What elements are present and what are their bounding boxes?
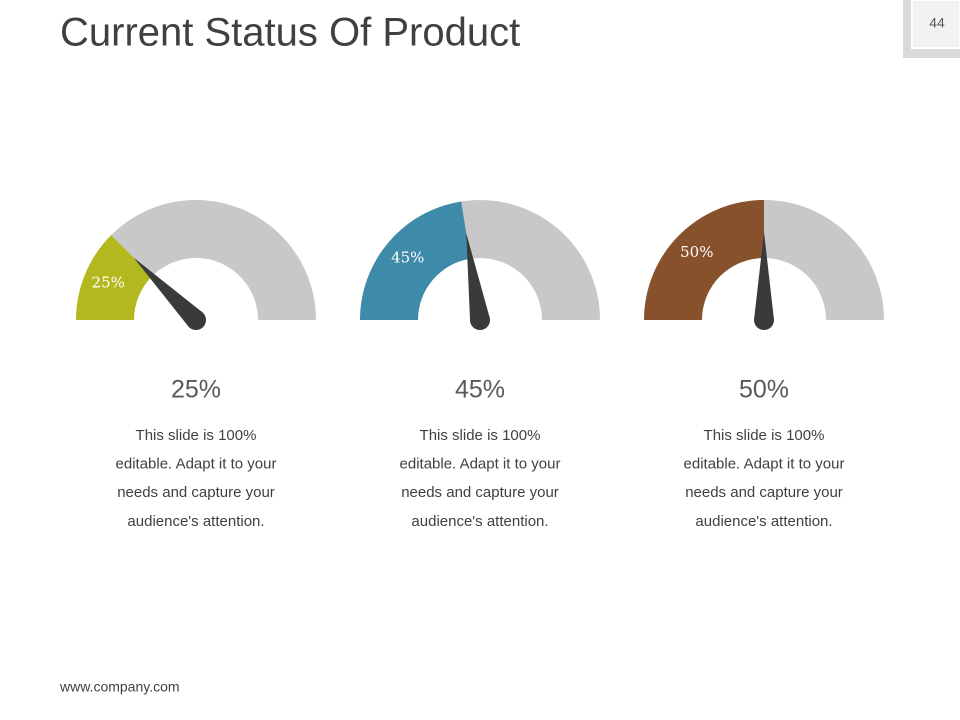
gauge-value-label: 45% xyxy=(391,248,424,266)
gauge-value-label: 50% xyxy=(680,243,713,261)
description-line: audience's attention. xyxy=(411,513,548,530)
gauge-needle xyxy=(754,232,774,320)
value-heading: 45% xyxy=(455,376,505,404)
footer: www.company.com xyxy=(59,679,180,695)
gauge-track xyxy=(764,200,884,320)
gauge-value-arc xyxy=(76,235,153,320)
page-number: 44 xyxy=(929,15,945,31)
gauge-needle-hub xyxy=(470,310,490,330)
page-number-inner xyxy=(911,0,960,49)
description-line: audience's attention. xyxy=(127,513,264,530)
description-line: editable. Adapt it to your xyxy=(400,456,561,473)
gauge-value-arc xyxy=(644,200,764,320)
description-line: needs and capture your xyxy=(685,484,843,501)
value-heading: 25% xyxy=(171,376,221,404)
gauge-track xyxy=(111,200,316,320)
description-line: This slide is 100% xyxy=(420,427,541,444)
value-heading: 50% xyxy=(739,376,789,404)
gauge-value-label: 25% xyxy=(92,274,125,292)
description-line: This slide is 100% xyxy=(136,427,257,444)
gauge-needle xyxy=(466,233,490,322)
description-line: needs and capture your xyxy=(117,484,275,501)
description-line: This slide is 100% xyxy=(704,427,825,444)
gauge-needle xyxy=(133,257,204,328)
description-line: editable. Adapt it to your xyxy=(684,456,845,473)
gauge-needle-hub xyxy=(186,310,206,330)
description-line: audience's attention. xyxy=(695,513,832,530)
description-line: editable. Adapt it to your xyxy=(116,456,277,473)
gauge-value-arc xyxy=(360,201,471,320)
gauge-needle-hub xyxy=(754,310,774,330)
gauge-track xyxy=(461,200,600,320)
description-line: needs and capture your xyxy=(401,484,559,501)
slide-title: Current Status Of Product xyxy=(60,11,520,55)
